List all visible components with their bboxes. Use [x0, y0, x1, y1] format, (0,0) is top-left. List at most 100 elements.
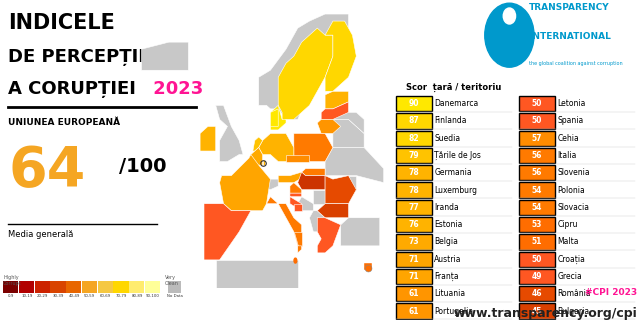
- Polygon shape: [216, 260, 298, 288]
- Polygon shape: [325, 21, 356, 91]
- Text: Italia: Italia: [557, 151, 577, 160]
- Polygon shape: [290, 183, 301, 193]
- Polygon shape: [294, 133, 333, 162]
- Text: 50: 50: [532, 116, 542, 125]
- Text: TRANSPARENCY: TRANSPARENCY: [529, 3, 610, 12]
- Text: 76: 76: [408, 220, 419, 229]
- Text: Germania: Germania: [435, 168, 472, 177]
- Text: 80-89: 80-89: [131, 294, 143, 298]
- Circle shape: [503, 8, 516, 24]
- Polygon shape: [325, 91, 349, 109]
- Text: 54: 54: [532, 186, 542, 195]
- FancyBboxPatch shape: [396, 286, 432, 301]
- Text: 20-29: 20-29: [37, 294, 48, 298]
- Circle shape: [484, 3, 534, 67]
- Text: Lituania: Lituania: [435, 289, 465, 298]
- Text: 90: 90: [409, 99, 419, 108]
- Text: 77: 77: [408, 203, 419, 212]
- Text: Polonia: Polonia: [557, 186, 585, 195]
- Text: 71: 71: [408, 272, 419, 281]
- Polygon shape: [262, 179, 278, 190]
- Text: Franța: Franța: [435, 272, 459, 281]
- Polygon shape: [266, 197, 301, 246]
- Circle shape: [294, 258, 297, 263]
- Polygon shape: [317, 119, 340, 133]
- Text: 71: 71: [408, 255, 419, 264]
- Text: 54: 54: [532, 203, 542, 212]
- Text: Media generală: Media generală: [8, 230, 74, 239]
- Text: 46: 46: [532, 289, 542, 298]
- Text: No Data: No Data: [166, 294, 182, 298]
- Polygon shape: [298, 197, 314, 211]
- Text: 49: 49: [532, 272, 542, 281]
- Text: Bulgaria: Bulgaria: [557, 307, 589, 316]
- Polygon shape: [321, 102, 349, 119]
- Text: INTERNATIONAL: INTERNATIONAL: [529, 32, 611, 41]
- FancyBboxPatch shape: [396, 182, 432, 198]
- Text: Letonia: Letonia: [557, 99, 586, 108]
- FancyBboxPatch shape: [396, 165, 432, 180]
- FancyBboxPatch shape: [396, 96, 432, 111]
- Polygon shape: [200, 126, 216, 151]
- Text: Iranda: Iranda: [435, 203, 459, 212]
- Text: A CORUPȚIEI: A CORUPȚIEI: [8, 80, 136, 98]
- FancyBboxPatch shape: [396, 113, 432, 129]
- Bar: [113, 281, 129, 293]
- Text: 50-59: 50-59: [84, 294, 95, 298]
- Text: 10-19: 10-19: [21, 294, 33, 298]
- Bar: [51, 281, 66, 293]
- Polygon shape: [317, 218, 340, 253]
- Polygon shape: [349, 176, 356, 190]
- Text: /100: /100: [119, 157, 166, 176]
- Polygon shape: [220, 155, 270, 211]
- Text: Slovacia: Slovacia: [557, 203, 589, 212]
- Text: 61: 61: [409, 289, 419, 298]
- FancyBboxPatch shape: [519, 217, 555, 232]
- Polygon shape: [317, 204, 349, 218]
- FancyBboxPatch shape: [519, 234, 555, 250]
- FancyBboxPatch shape: [519, 131, 555, 146]
- FancyBboxPatch shape: [519, 182, 555, 198]
- Polygon shape: [294, 232, 301, 246]
- FancyBboxPatch shape: [519, 252, 555, 267]
- FancyBboxPatch shape: [396, 148, 432, 163]
- Text: Suedia: Suedia: [435, 134, 460, 143]
- Text: Highly
Corrupt: Highly Corrupt: [3, 275, 22, 286]
- Bar: [66, 281, 81, 293]
- Text: 51: 51: [532, 237, 542, 246]
- Text: 45: 45: [532, 307, 542, 316]
- FancyBboxPatch shape: [396, 269, 432, 284]
- Text: INDICELE: INDICELE: [8, 13, 115, 33]
- Text: Austria: Austria: [435, 255, 461, 264]
- Text: the global coalition against corruption: the global coalition against corruption: [529, 61, 623, 66]
- Text: 50: 50: [532, 255, 542, 264]
- Polygon shape: [310, 211, 325, 232]
- FancyBboxPatch shape: [396, 234, 432, 250]
- FancyBboxPatch shape: [519, 286, 555, 301]
- Text: România: România: [557, 289, 591, 298]
- Polygon shape: [270, 109, 278, 126]
- Bar: [145, 281, 160, 293]
- Polygon shape: [301, 169, 325, 176]
- Text: 60-69: 60-69: [100, 294, 111, 298]
- Text: 73: 73: [408, 237, 419, 246]
- Polygon shape: [325, 112, 364, 133]
- Polygon shape: [294, 204, 301, 211]
- Text: 61: 61: [409, 307, 419, 316]
- Text: 30-39: 30-39: [52, 294, 64, 298]
- Polygon shape: [270, 105, 286, 130]
- Text: Grecia: Grecia: [557, 272, 582, 281]
- FancyBboxPatch shape: [519, 148, 555, 163]
- Text: 78: 78: [408, 168, 419, 177]
- Text: #CPI 2023: #CPI 2023: [586, 288, 637, 297]
- Text: Scor  țară / teritoriu: Scor țară / teritoriu: [406, 83, 501, 92]
- Bar: [35, 281, 50, 293]
- Polygon shape: [259, 133, 294, 162]
- Text: Luxemburg: Luxemburg: [435, 186, 477, 195]
- Polygon shape: [298, 246, 301, 253]
- Text: 2023: 2023: [147, 80, 204, 98]
- Polygon shape: [262, 160, 264, 165]
- Text: Slovenia: Slovenia: [557, 168, 590, 177]
- Polygon shape: [286, 155, 310, 162]
- FancyBboxPatch shape: [396, 200, 432, 215]
